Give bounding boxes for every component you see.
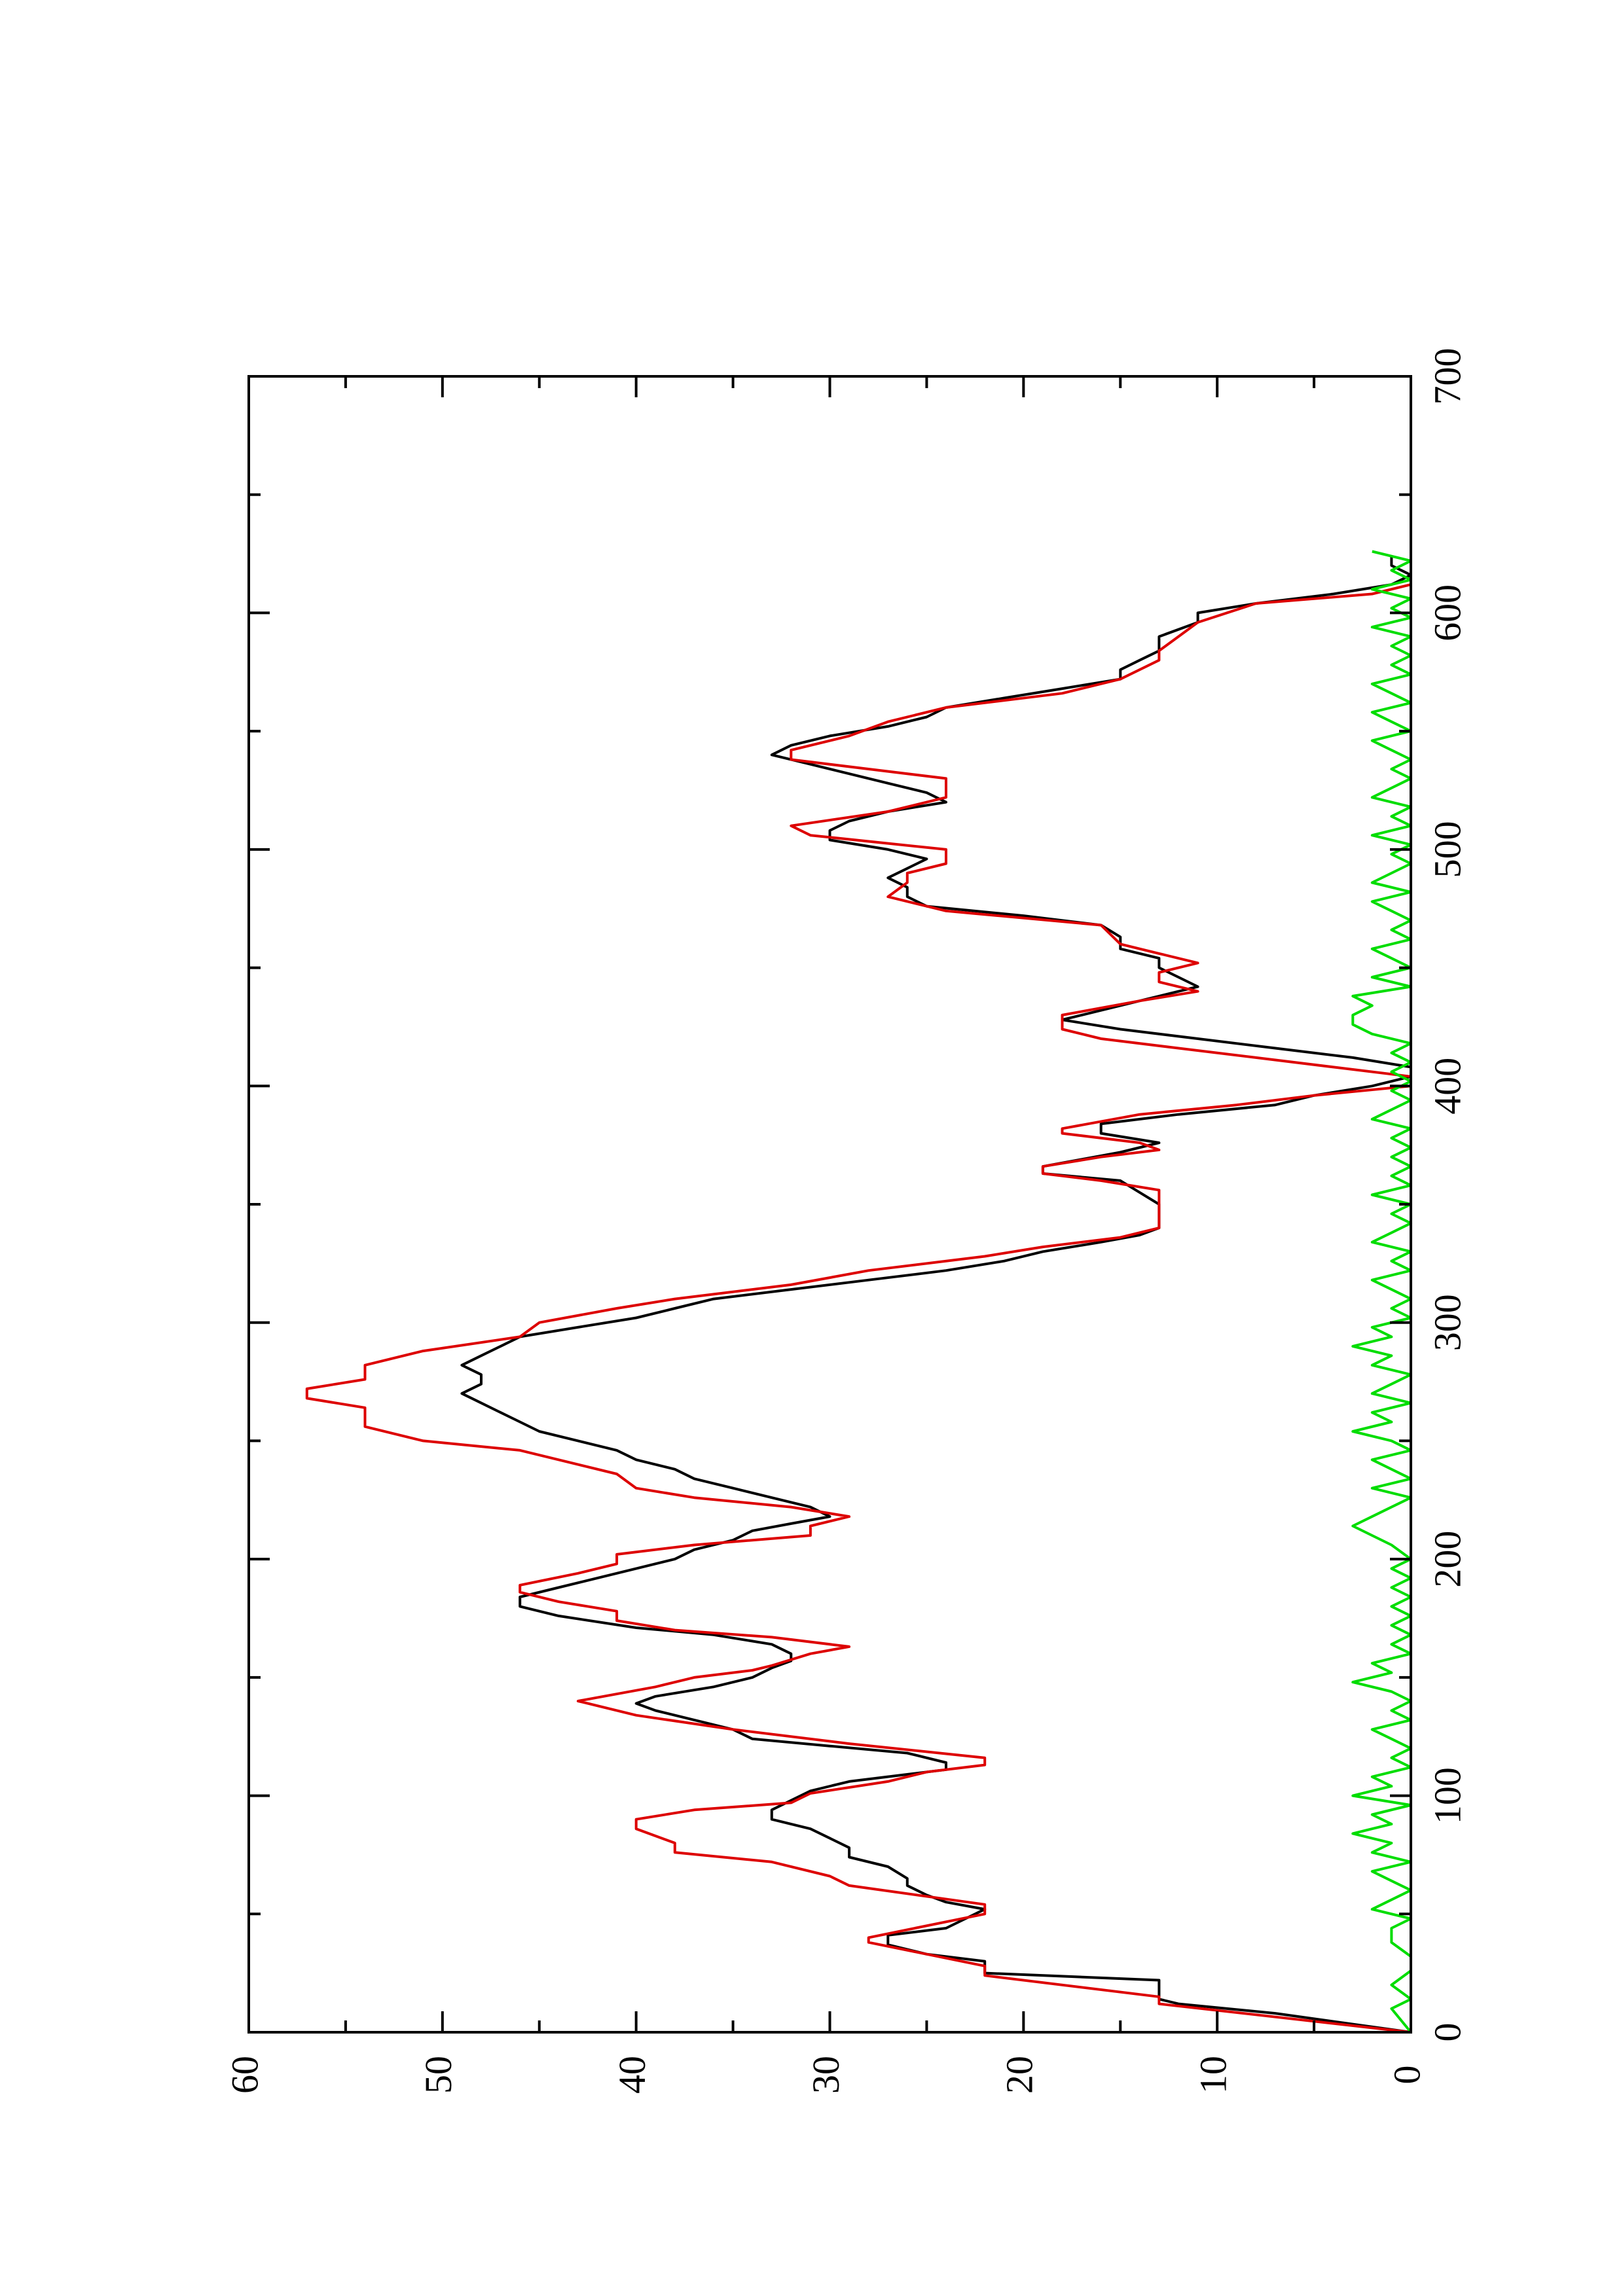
x-tick-label: 600 — [1426, 584, 1468, 641]
y-tick-label: 60 — [223, 2056, 266, 2094]
x-tick-label: 300 — [1426, 1294, 1468, 1351]
y-tick-label: 10 — [1192, 2056, 1234, 2094]
x-tick-label: 0 — [1426, 2023, 1468, 2042]
y-tick-label: 30 — [805, 2056, 847, 2094]
y-tick-label: 50 — [417, 2056, 460, 2094]
x-tick-label: 200 — [1426, 1531, 1468, 1588]
tick-layer: 0 100 200 300 400 500 600 700 0 10 20 30 40 50 60 — [223, 348, 1468, 2094]
x-tick-label: 100 — [1426, 1767, 1468, 1824]
x-tick-label: 700 — [1426, 348, 1468, 405]
y-tick-label: 20 — [998, 2056, 1041, 2094]
x-tick-label: 400 — [1426, 1058, 1468, 1115]
y-tick-label: 0 — [1385, 2066, 1428, 2085]
y-tick-label: 40 — [611, 2056, 653, 2094]
x-tick-label: 500 — [1426, 821, 1468, 878]
series-1-line — [305, 575, 1412, 2034]
